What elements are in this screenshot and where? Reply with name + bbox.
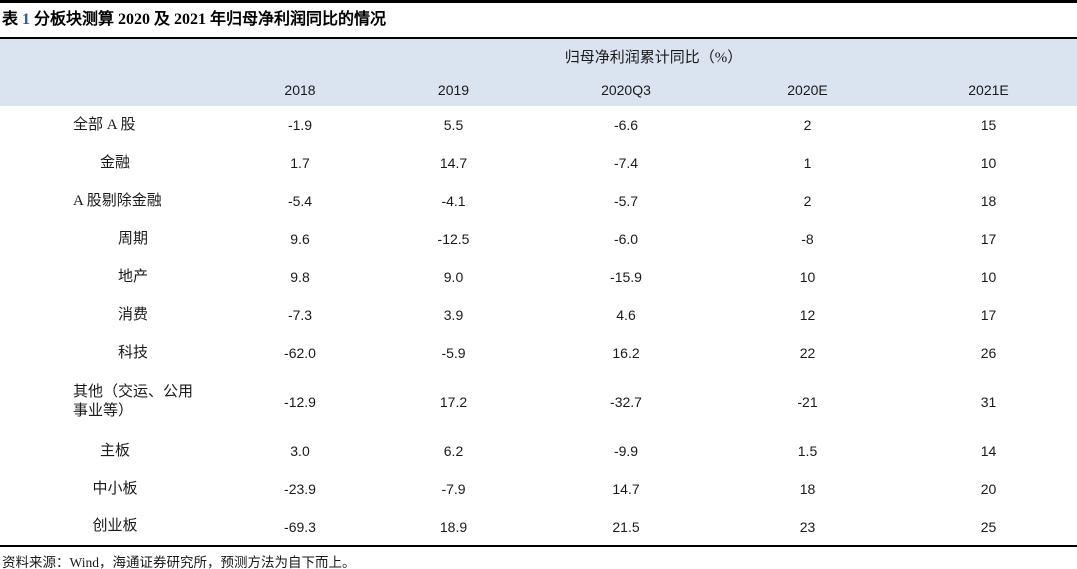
cell-value: -32.7	[610, 394, 642, 410]
cell-value: -4.1	[441, 193, 466, 209]
cell-value: 17.2	[439, 394, 468, 410]
cell-value: 18	[980, 193, 997, 209]
row-label: 其他（交运、公用 事业等）	[73, 384, 194, 419]
row-label: 中小板	[92, 480, 138, 497]
cell-value: 3.0	[290, 443, 310, 459]
row-label: 地产	[118, 268, 149, 285]
cell-value: -8	[801, 231, 814, 247]
cell-value: 10	[799, 269, 816, 285]
cell-value: 16.2	[612, 345, 640, 361]
cell-value: 1.7	[290, 155, 310, 171]
cell-value: 25	[980, 518, 997, 535]
cell-value: 15	[980, 117, 997, 133]
table-title: 表 1 分板块测算 2020 及 2021 年归母净利润同比的情况	[0, 3, 1077, 37]
cell-value: 14.7	[612, 481, 640, 497]
cell-value: 3.9	[443, 307, 464, 323]
table-number: 1	[22, 11, 31, 28]
cell-value: -12.5	[437, 231, 470, 247]
column-header-2020q3: 2020Q3	[537, 74, 715, 106]
column-header-2020e: 2020E	[715, 74, 900, 106]
cell-value: -6.6	[613, 117, 639, 133]
cell-value: 23	[799, 518, 816, 535]
cell-value: 2	[803, 117, 812, 133]
row-label: 消费	[118, 306, 149, 323]
table-row: 周期 9.6 -12.5 -6.0 -8 17	[0, 220, 1077, 258]
cell-value: -6.0	[613, 231, 639, 247]
column-header-2018: 2018	[230, 74, 370, 106]
cell-value: 10	[980, 155, 997, 171]
cell-value: 9.6	[290, 231, 310, 247]
cell-value: 5.5	[443, 117, 464, 133]
cell-value: 6.2	[443, 443, 464, 459]
table-row: 创业板 -69.3 18.9 21.5 23 25	[0, 508, 1077, 546]
cell-value: 9.8	[290, 269, 310, 285]
table-row: 主板 3.0 6.2 -9.9 1.5 14	[0, 432, 1077, 470]
cell-value: 18	[799, 481, 816, 497]
row-label: 创业板	[92, 518, 138, 534]
cell-value: -7.4	[613, 155, 639, 171]
group-header-row: 归母净利润累计同比（%）	[0, 38, 1077, 74]
cell-value: -21	[797, 394, 818, 410]
table-row: 消费 -7.3 3.9 4.6 12 17	[0, 296, 1077, 334]
row-label: 主板	[99, 442, 130, 459]
cell-value: -7.9	[441, 481, 466, 497]
cell-value: -5.7	[613, 193, 639, 209]
source-note: 资料来源：Wind，海通证券研究所，预测方法为自下而上。	[2, 555, 356, 569]
cell-value: -23.9	[284, 481, 316, 497]
row-label: 周期	[118, 230, 149, 247]
table-row: 地产 9.8 9.0 -15.9 10 10	[0, 258, 1077, 296]
years-header-row: 2018 2019 2020Q3 2020E 2021E	[0, 74, 1077, 106]
profit-yoy-table: 归母净利润累计同比（%） 2018 2019 2020Q3 2020E 2021E 全部…	[0, 37, 1077, 547]
corner-cell	[0, 74, 230, 106]
table-row: A 股剔除金融 -5.4 -4.1 -5.7 2 18	[0, 182, 1077, 220]
cell-value: 17	[980, 231, 997, 247]
cell-value: 10	[980, 269, 997, 285]
table-row: 全部 A 股 -1.9 5.5 -6.6 2 15	[0, 106, 1077, 144]
cell-value: -15.9	[610, 269, 642, 285]
cell-value: -62.0	[284, 345, 316, 361]
cell-value: 21.5	[612, 518, 640, 535]
table-title-rest: 分板块测算 2020 及 2021 年归母净利润同比的情况	[30, 11, 387, 28]
row-label: 全部 A 股	[73, 116, 136, 133]
cell-value: 9.0	[443, 269, 464, 285]
cell-value: 14.7	[439, 155, 468, 171]
table-row: 金融 1.7 14.7 -7.4 1 10	[0, 144, 1077, 182]
cell-value: 1	[803, 155, 812, 171]
top-rule	[0, 0, 1077, 3]
cell-value: -69.3	[284, 518, 316, 535]
cell-value: -5.4	[287, 193, 313, 209]
cell-value: 31	[980, 394, 997, 410]
table-row: 科技 -62.0 -5.9 16.2 22 26	[0, 334, 1077, 372]
cell-value: -1.9	[287, 117, 313, 133]
row-label: 金融	[99, 154, 130, 171]
cell-value: 1.5	[797, 443, 818, 459]
column-header-2021e: 2021E	[900, 74, 1077, 106]
cell-value: 14	[980, 443, 997, 459]
cell-value: -5.9	[441, 345, 466, 361]
column-header-2019: 2019	[370, 74, 537, 106]
cell-value: 2	[803, 193, 812, 209]
cell-value: 22	[799, 345, 816, 361]
cell-value: -9.9	[613, 443, 639, 459]
table-row: 其他（交运、公用 事业等） -12.9 17.2 -32.7 -21 31	[0, 372, 1077, 432]
cell-value: 4.6	[616, 307, 636, 323]
row-label: 科技	[118, 344, 149, 361]
cell-value: -7.3	[287, 307, 313, 323]
table-title-text: 表	[2, 11, 23, 28]
row-label: A 股剔除金融	[73, 192, 162, 209]
cell-value: 17	[980, 307, 997, 323]
cell-value: 26	[980, 345, 997, 361]
corner-cell	[0, 38, 230, 74]
cell-value: 18.9	[439, 518, 468, 535]
cell-value: 20	[980, 481, 997, 497]
cell-value: -12.9	[284, 394, 316, 410]
group-header: 归母净利润累计同比（%）	[230, 38, 1077, 74]
cell-value: 12	[799, 307, 816, 323]
table-row: 中小板 -23.9 -7.9 14.7 18 20	[0, 470, 1077, 508]
